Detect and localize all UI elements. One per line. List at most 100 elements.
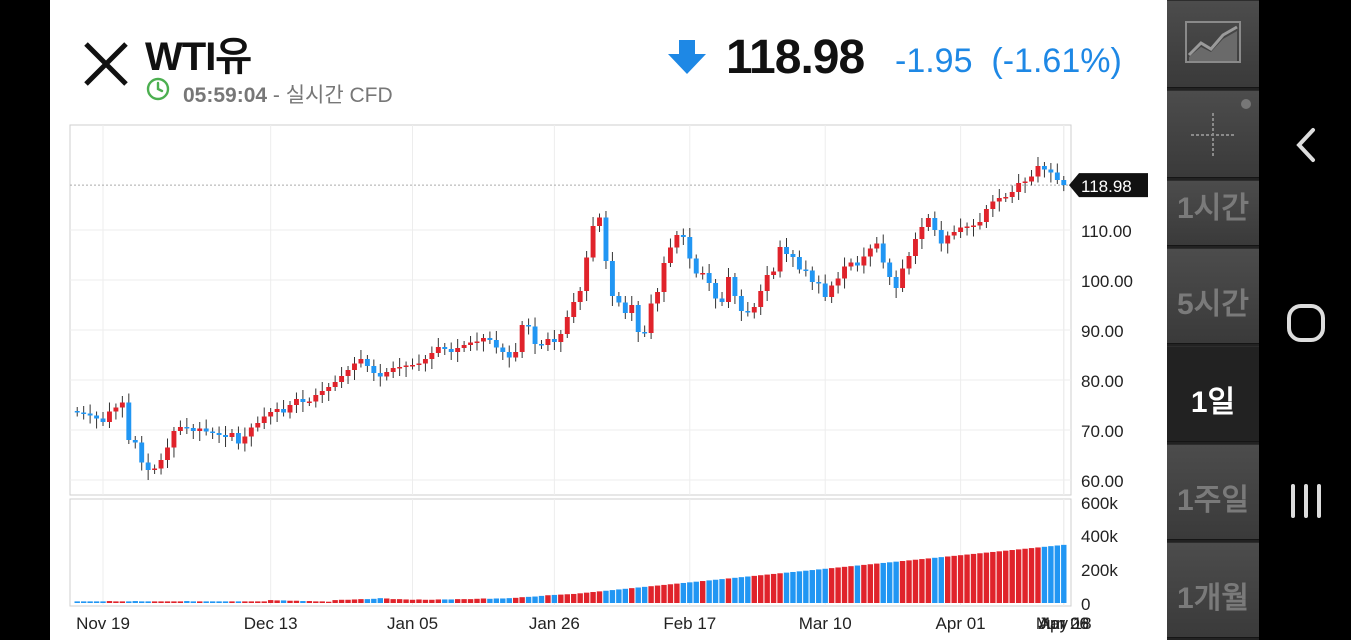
volume-bar (506, 598, 512, 603)
volume-bar (796, 571, 803, 603)
volume-bar (622, 588, 629, 603)
volume-tick-label: 0 (1081, 595, 1090, 614)
x-tick-label: Mar 10 (799, 614, 852, 633)
timeframe-label: 5시간 (1177, 288, 1249, 321)
candle-body (829, 285, 835, 297)
volume-bar (790, 571, 796, 603)
candle-body (693, 258, 699, 274)
candle-body (713, 283, 719, 299)
volume-bar (338, 599, 345, 603)
candle-body (932, 218, 938, 230)
candle-body (539, 344, 544, 346)
volume-bar (1048, 546, 1054, 603)
candle-body (1009, 192, 1015, 197)
candle-body (938, 230, 944, 244)
volume-bar (841, 566, 848, 603)
volume-bar (325, 601, 332, 603)
x-tick-label: Jan 26 (529, 614, 580, 633)
volume-bar (390, 599, 396, 603)
timeframe-button-2[interactable]: 1일 (1167, 346, 1259, 442)
volume-bar (945, 556, 951, 603)
volume-bar (635, 587, 641, 603)
candle-body (887, 262, 893, 277)
candle-body (306, 401, 312, 403)
timeframe-button-1[interactable]: 5시간 (1167, 248, 1259, 344)
volume-bar (777, 573, 783, 603)
recent-apps-icon[interactable] (1283, 478, 1329, 524)
volume-bar (906, 560, 912, 603)
candle-body (255, 423, 261, 428)
volume-bar (828, 568, 835, 603)
candle-body (816, 282, 822, 284)
candle-body (274, 409, 280, 412)
volume-bar (654, 585, 661, 603)
volume-bar (983, 552, 990, 603)
y-tick-label: 100.00 (1081, 272, 1133, 291)
candle-body (248, 427, 254, 437)
candle-body (319, 391, 325, 395)
crosshair-button[interactable] (1167, 90, 1259, 178)
price-chart[interactable]: 110.00 100.00 90.00 80.00 70.00 60.00 Nov 19 De… (0, 0, 1167, 640)
volume-bar (319, 601, 325, 603)
volume-bar (719, 579, 725, 603)
data-source-label: - 실시간 CFD (267, 84, 393, 107)
instrument-title: WTI유 (145, 35, 252, 79)
candle-body (287, 405, 293, 413)
volume-bar (925, 558, 932, 603)
candle-body (345, 370, 351, 376)
candle-body (332, 382, 338, 387)
volume-bar (745, 576, 751, 603)
volume-bar (712, 579, 719, 603)
candle-body (235, 433, 241, 444)
last-price: 118.98 (726, 31, 865, 84)
candle-body (358, 359, 364, 364)
candle-body (687, 237, 693, 259)
volume-bar (919, 559, 925, 603)
volume-bar (313, 601, 319, 603)
candle-body (1061, 180, 1067, 186)
candle-body (100, 418, 106, 422)
candle-body (700, 273, 706, 275)
y-tick-label: 60.00 (1081, 472, 1124, 491)
candle-body (493, 340, 499, 348)
candle-body (487, 338, 493, 340)
timeframe-button-0[interactable]: 1시간 (1167, 180, 1259, 246)
volume-bar (216, 601, 222, 603)
candle-body (352, 363, 357, 370)
candle-body (784, 247, 789, 254)
volume-bar (396, 599, 403, 603)
candle-body (790, 254, 796, 257)
timeframe-label: 1일 (1190, 386, 1236, 419)
last-update-time: 05:59:04 (183, 84, 268, 107)
candle-body (558, 334, 564, 342)
volume-bar (364, 599, 371, 603)
candle-body (126, 402, 132, 440)
volume-bar (706, 580, 712, 603)
volume-bar (571, 593, 577, 603)
back-icon[interactable] (1283, 122, 1329, 168)
volume-bar (197, 601, 203, 603)
candle-body (448, 349, 454, 352)
candle-body (764, 275, 770, 291)
candle-body (597, 217, 602, 226)
volume-bar (132, 601, 138, 603)
volume-bar (512, 597, 519, 603)
candle-body (1054, 172, 1060, 180)
chart-type-button[interactable] (1167, 0, 1259, 88)
volume-bar (532, 596, 538, 603)
close-icon[interactable] (82, 40, 130, 88)
candle-body (842, 266, 847, 279)
candle-body (326, 387, 332, 391)
candle-body (94, 415, 100, 419)
y-tick-label: 80.00 (1081, 372, 1124, 391)
volume-bar (461, 599, 467, 603)
volume-bar (583, 592, 590, 603)
x-tick-label: Feb 17 (663, 614, 716, 633)
volume-bar (629, 588, 635, 603)
timeframe-label: 1개월 (1177, 582, 1249, 615)
price-tag-bg (1069, 173, 1148, 198)
volume-bar (641, 586, 648, 603)
home-icon[interactable] (1283, 300, 1329, 346)
timeframe-button-4[interactable]: 1개월 (1167, 542, 1259, 638)
timeframe-button-3[interactable]: 1주일 (1167, 444, 1259, 540)
